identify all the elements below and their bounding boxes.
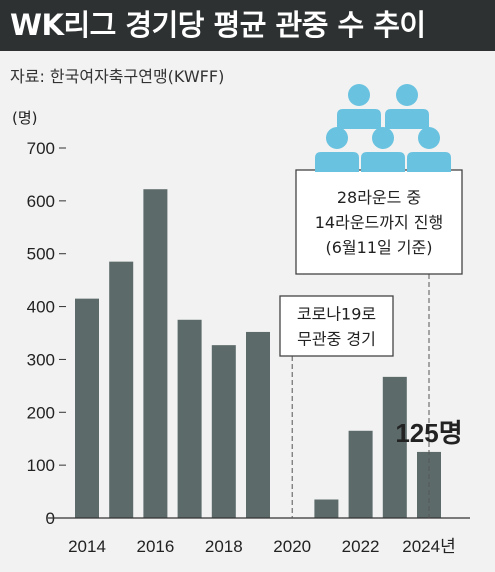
bar-2018 (211, 345, 236, 518)
y-tick-label: 500 (27, 245, 55, 264)
person-head (348, 84, 370, 106)
person-body (361, 152, 405, 172)
x-tick-label: 2020 (273, 537, 311, 556)
annotation-text-line: 코로나19로 (297, 305, 376, 324)
x-tick-label: 2022 (342, 537, 380, 556)
bar-2023 (382, 376, 407, 518)
annotation-box (279, 295, 394, 357)
source-note: 자료: 한국여자축구연맹(KWFF) (10, 67, 225, 86)
person-head (418, 127, 440, 149)
x-tick-label: 2024년 (402, 537, 455, 556)
person-body (337, 109, 381, 129)
x-tick-label: 2018 (205, 537, 243, 556)
person-head (326, 127, 348, 149)
y-axis-unit-label: (명) (12, 109, 38, 127)
y-tick-label: 100 (27, 456, 55, 475)
data-label-2024: 125명 (395, 418, 462, 448)
annotation-box (295, 169, 463, 275)
person-head (396, 84, 418, 106)
annotation-text-line: 14라운드까지 진행 (315, 213, 444, 232)
annotation-text-line: (6월11일 기준) (326, 238, 433, 257)
person-body (385, 109, 429, 129)
bar-2021 (314, 499, 339, 518)
x-tick-label: 2016 (136, 537, 174, 556)
bar-2014 (75, 298, 99, 518)
y-tick-label: 300 (27, 350, 55, 369)
bar-2017 (177, 319, 202, 518)
y-tick-label: 400 (27, 298, 55, 317)
bar-2016 (143, 189, 168, 518)
bar-2022 (348, 430, 373, 518)
bars-group (75, 189, 441, 518)
audience-people-icon (315, 84, 451, 172)
x-tick-label: 2014 (68, 537, 106, 556)
person-body (315, 152, 359, 172)
y-tick-label: 600 (27, 192, 55, 211)
chart-title: WK리그 경기당 평균 관중 수 추이 (0, 0, 495, 51)
bar-2015 (109, 261, 134, 518)
annotation-text-line: 무관중 경기 (297, 330, 376, 349)
person-head (372, 127, 394, 149)
annotation-text-line: 28라운드 중 (337, 188, 421, 207)
x-axis: 2014 2016 2018 2020 2022 2024년 (48, 517, 470, 556)
y-tick-label: 700 (27, 139, 55, 158)
bar-2019 (246, 331, 270, 518)
y-tick-label: 200 (27, 403, 55, 422)
person-body (407, 152, 451, 172)
